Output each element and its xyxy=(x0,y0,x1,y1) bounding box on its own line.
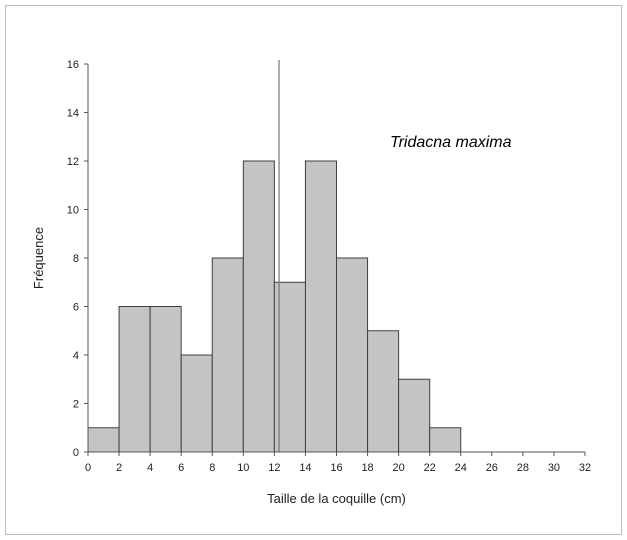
y-tick-label: 14 xyxy=(67,108,79,120)
x-ticks: 0 2 4 6 8 10 12 14 16 18 20 22 24 26 28 30 32 xyxy=(85,452,591,474)
histogram-bar xyxy=(367,330,400,453)
x-tick-label: 0 xyxy=(85,462,91,474)
bars-group xyxy=(87,160,462,453)
histogram-bar xyxy=(336,257,369,453)
x-tick-label: 32 xyxy=(579,462,591,474)
y-axis-label: Fréquence xyxy=(31,227,46,289)
histogram-bar xyxy=(242,160,275,453)
x-axis-label: Taille de la coquille (cm) xyxy=(267,491,406,506)
x-tick-label: 24 xyxy=(455,462,467,474)
histogram-bar xyxy=(180,354,213,453)
x-tick-label: 18 xyxy=(361,462,373,474)
species-annotation: Tridacna maxima xyxy=(390,134,512,151)
x-tick-label: 16 xyxy=(330,462,342,474)
histogram-bar xyxy=(87,427,120,453)
x-tick-label: 26 xyxy=(486,462,498,474)
y-tick-label: 6 xyxy=(73,302,79,314)
x-tick-label: 22 xyxy=(424,462,436,474)
histogram-bar xyxy=(149,306,182,453)
histogram-bar xyxy=(211,257,244,453)
y-tick-label: 10 xyxy=(67,205,79,217)
y-tick-label: 8 xyxy=(73,253,79,265)
x-tick-label: 4 xyxy=(147,462,153,474)
histogram-bar xyxy=(398,378,431,453)
histogram-bar xyxy=(429,427,462,453)
y-tick-label: 4 xyxy=(73,350,79,362)
x-tick-label: 28 xyxy=(517,462,529,474)
x-tick-label: 2 xyxy=(116,462,122,474)
x-tick-label: 12 xyxy=(268,462,280,474)
y-tick-label: 16 xyxy=(67,59,79,71)
x-tick-label: 6 xyxy=(178,462,184,474)
y-tick-label: 2 xyxy=(73,399,79,411)
y-tick-label: 0 xyxy=(73,447,79,459)
x-tick-label: 20 xyxy=(393,462,405,474)
x-tick-label: 8 xyxy=(209,462,215,474)
y-tick-label: 12 xyxy=(67,156,79,168)
x-tick-label: 14 xyxy=(299,462,311,474)
histogram-bar xyxy=(118,306,151,453)
x-tick-label: 30 xyxy=(548,462,560,474)
x-tick-label: 10 xyxy=(237,462,249,474)
histogram-bar xyxy=(304,160,337,453)
y-ticks: 0 2 4 6 8 10 12 14 16 xyxy=(67,59,88,459)
